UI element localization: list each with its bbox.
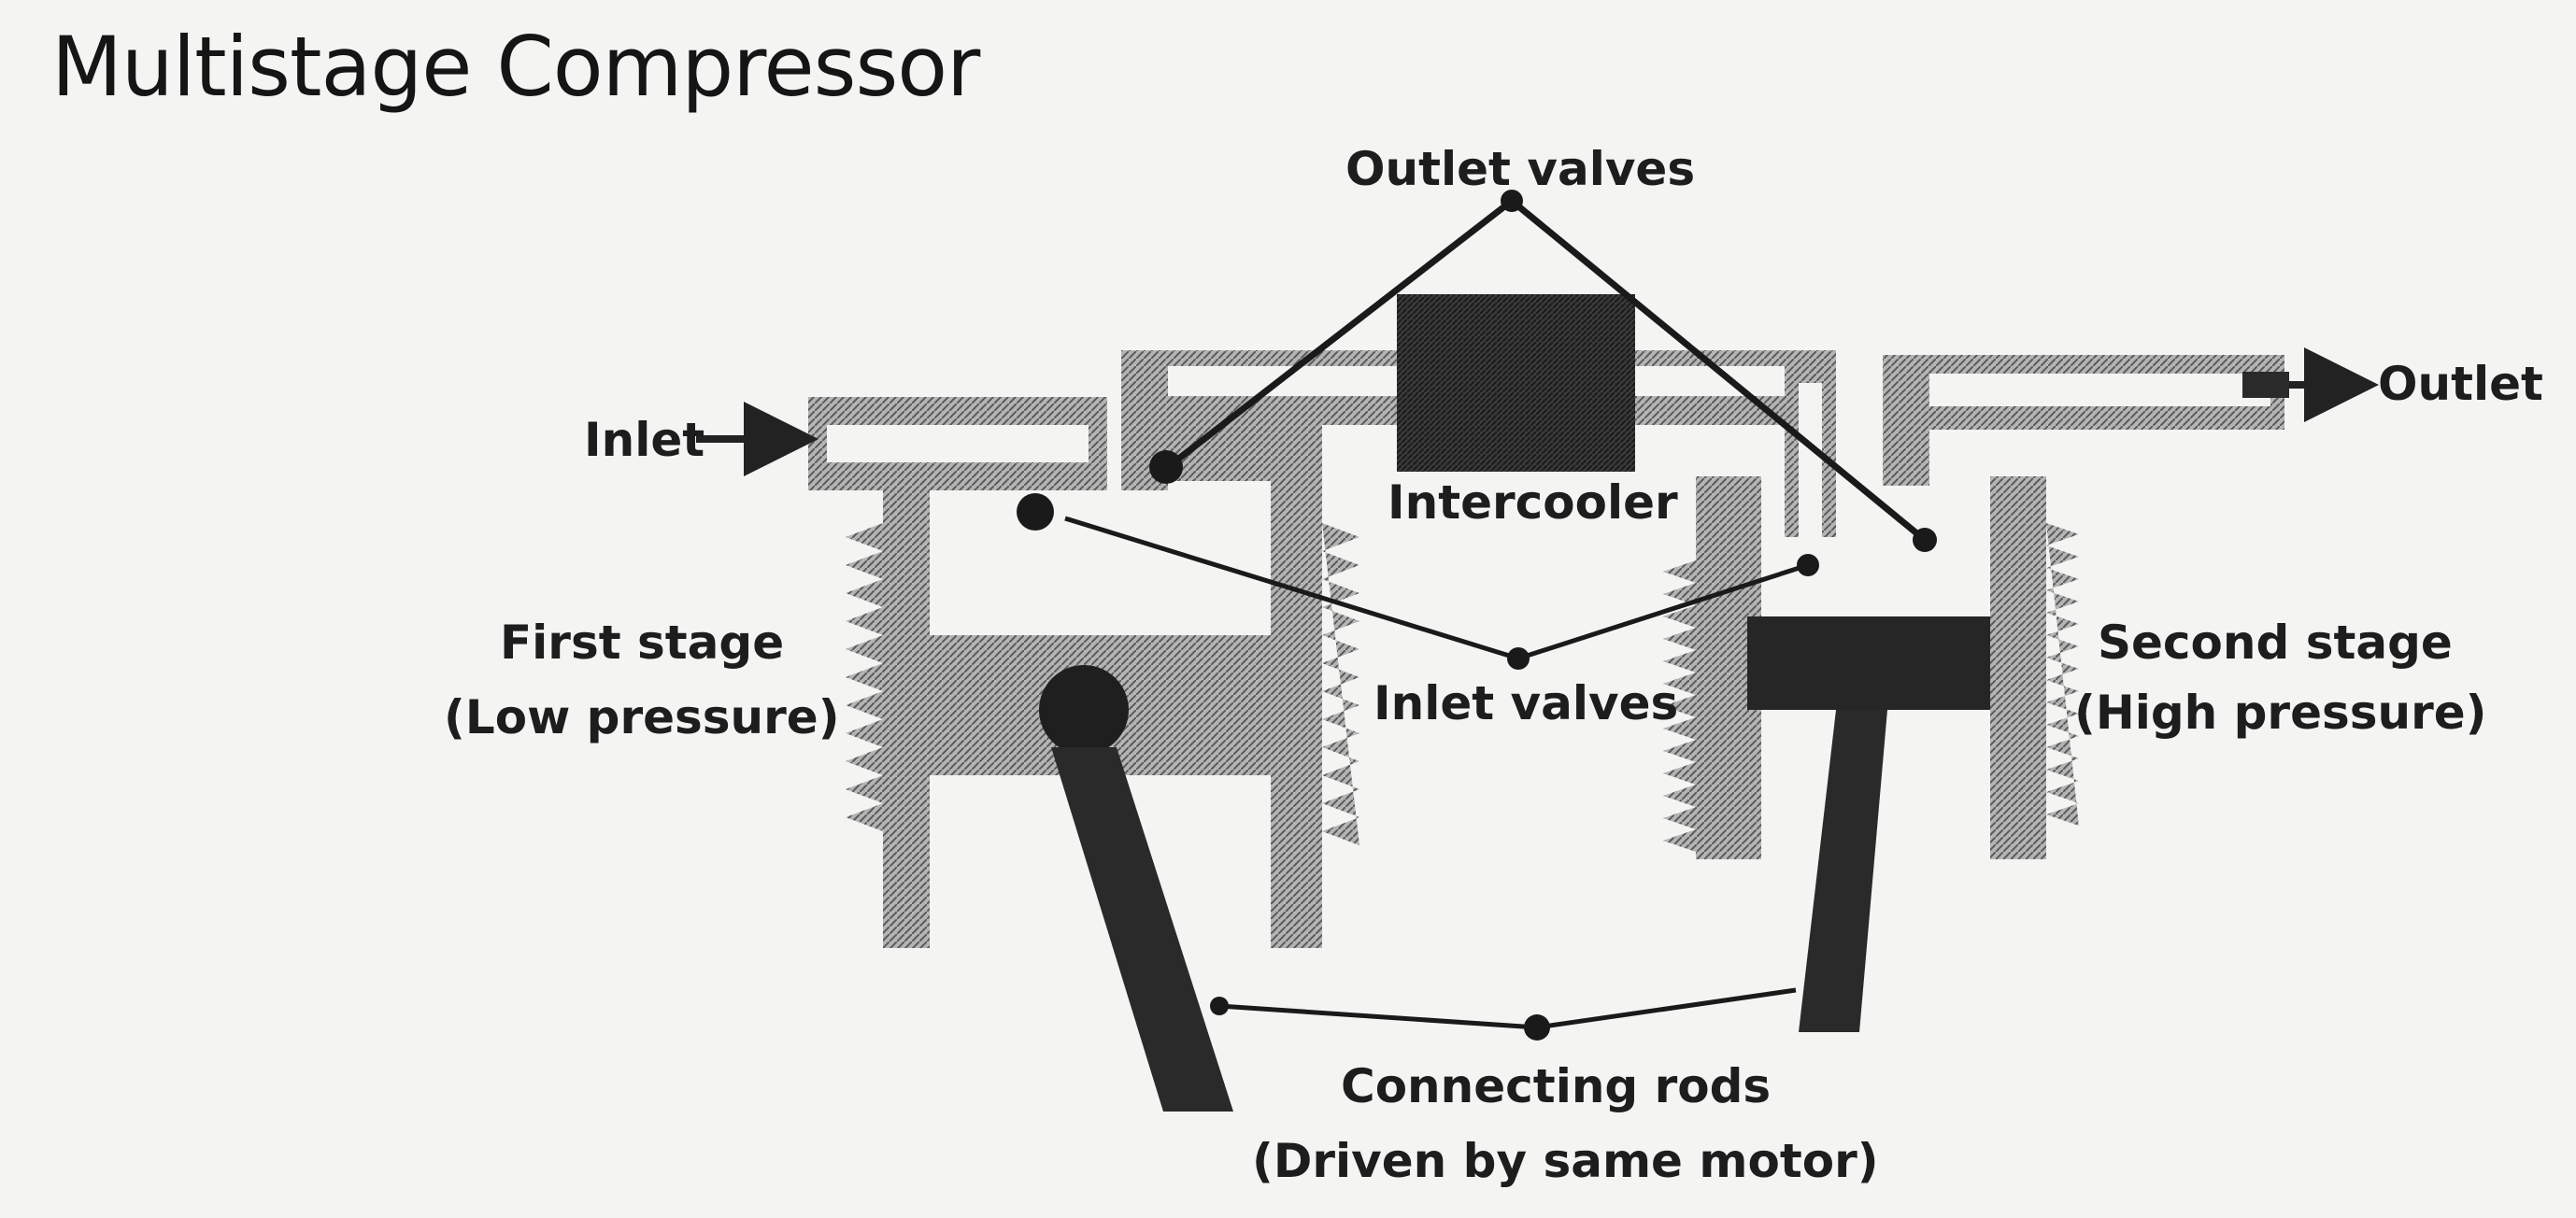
inlet-valves-dot	[1507, 647, 1530, 670]
outlet-pipe	[1883, 355, 2289, 486]
inlet-valves-label: Inlet valves	[1373, 676, 1678, 730]
first-stage-label: First stage	[500, 616, 784, 670]
connecting-rods-leaders	[1218, 987, 1797, 1030]
intercooler-label: Intercooler	[1388, 475, 1678, 530]
second-stage-label: Second stage	[2098, 616, 2453, 670]
inlet-valve-second	[1797, 554, 1819, 576]
first-stage-sublabel: (Low pressure)	[444, 690, 840, 744]
connecting-rods-label: Connecting rods	[1341, 1059, 1771, 1113]
connecting-rod-first-dot	[1210, 997, 1229, 1015]
outlet-valve-second	[1913, 528, 1937, 552]
connecting-rod-first	[1051, 747, 1233, 1112]
intercooler-block	[1397, 294, 1635, 472]
inlet-valves-leaders	[1064, 516, 1809, 661]
outlet-valves-leaders	[1165, 198, 1928, 543]
outlet-valves-label: Outlet valves	[1345, 142, 1695, 196]
inlet-label: Inlet	[584, 413, 704, 467]
connecting-rods-dot	[1524, 1014, 1550, 1041]
inlet-valve-first	[1017, 493, 1054, 531]
inlet-pipe	[808, 397, 1107, 490]
outlet-valves-dot	[1501, 190, 1523, 212]
outlet-valve-first	[1149, 450, 1183, 484]
connecting-rod-second	[1799, 710, 1887, 1032]
second-stage-sublabel: (High pressure)	[2074, 686, 2487, 740]
page-title: Multistage Compressor	[51, 19, 980, 115]
outlet-label: Outlet	[2378, 357, 2543, 411]
connecting-rods-sublabel: (Driven by same motor)	[1252, 1134, 1879, 1188]
second-stage-cylinder	[1663, 476, 2079, 859]
